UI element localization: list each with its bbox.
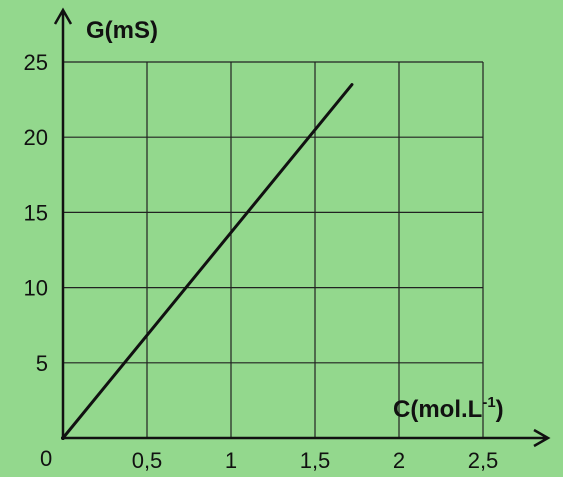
data-series [61,83,354,440]
x-axis-title: C(mol.L-1) [393,394,504,423]
y-axis-title: G(mS) [86,17,158,44]
x-axis [61,428,551,448]
x-axis-title-suffix: ) [496,396,504,423]
x-tick-label-3: 2 [393,448,405,473]
x-tick-label-4: 2,5 [468,448,499,473]
y-tick-label-1: 10 [24,276,48,301]
y-tick-label-4: 25 [24,50,48,75]
y-tick-label-2: 15 [24,200,48,225]
y-axis [53,7,73,440]
x-tick-label-2: 1,5 [300,448,331,473]
x-tick-label-1: 1 [225,448,237,473]
y-tick-label-3: 20 [24,125,48,150]
grid [63,61,484,438]
x-tick-label-0: 0,5 [132,448,163,473]
origin-label: 0 [40,446,52,471]
y-tick-label-0: 5 [36,351,48,376]
y-tick-labels: 5 10 15 20 25 [24,50,48,376]
x-axis-title-main: C(mol.L [393,396,482,423]
x-tick-labels: 0,5 1 1,5 2 2,5 [132,448,499,473]
x-axis-title-sup: -1 [482,394,495,411]
series-line-0 [61,83,354,440]
